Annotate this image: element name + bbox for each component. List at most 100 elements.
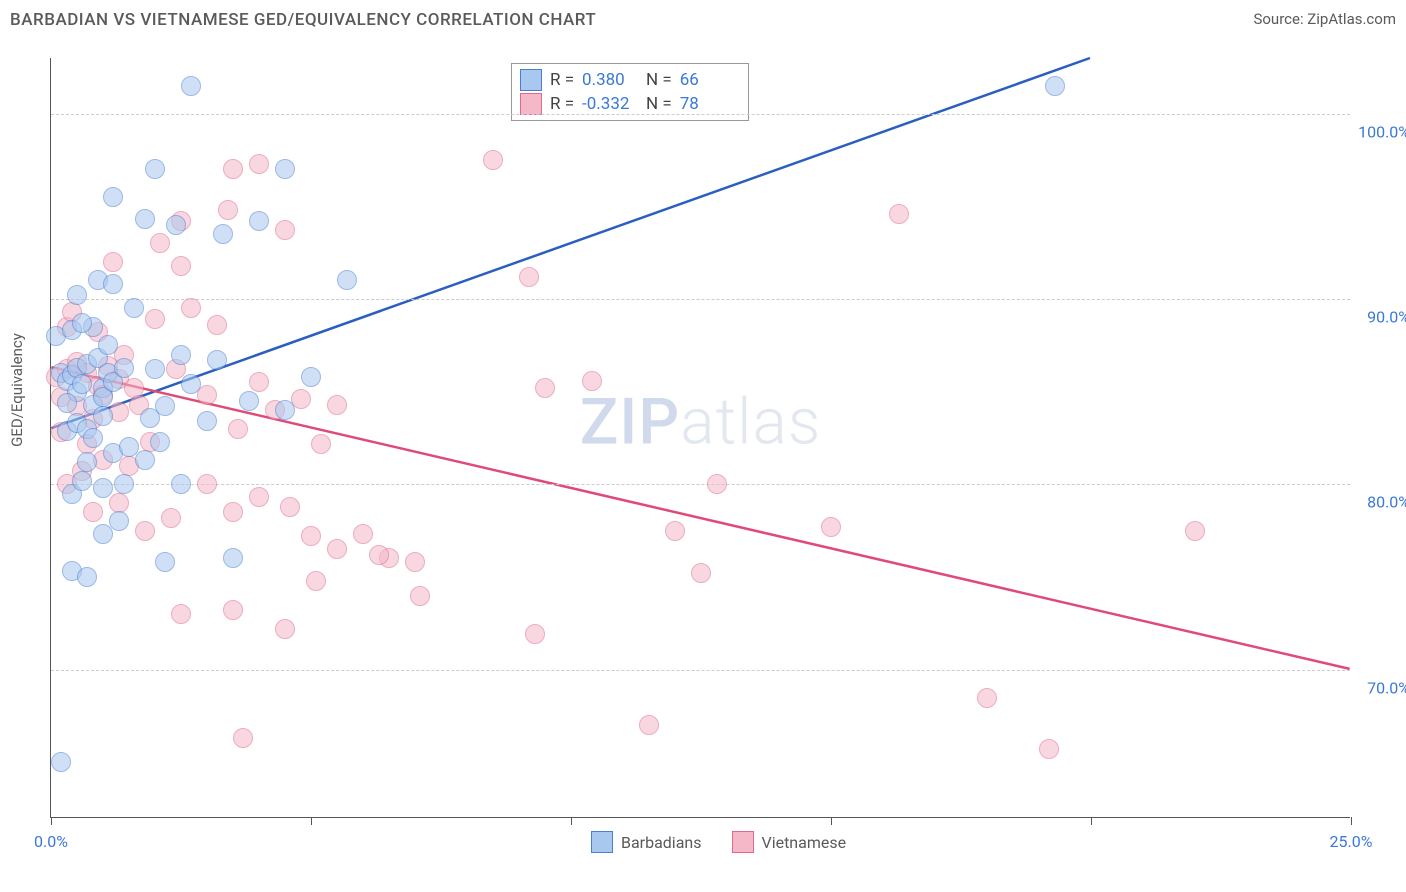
scatter-point-barbadians	[301, 367, 321, 387]
scatter-point-barbadians	[72, 471, 92, 491]
scatter-point-vietnamese	[665, 521, 685, 541]
scatter-point-barbadians	[77, 567, 97, 587]
scatter-point-vietnamese	[535, 378, 555, 398]
x-tick	[311, 817, 312, 825]
x-tick	[1351, 817, 1352, 825]
scatter-point-barbadians	[67, 285, 87, 305]
scatter-point-barbadians	[197, 411, 217, 431]
scatter-point-vietnamese	[889, 204, 909, 224]
scatter-point-barbadians	[135, 450, 155, 470]
y-tick-label: 70.0%	[1367, 678, 1406, 697]
source-attribution: Source: ZipAtlas.com	[1253, 10, 1396, 28]
scatter-point-vietnamese	[977, 688, 997, 708]
chart-title: BARBADIAN VS VIETNAMESE GED/EQUIVALENCY …	[10, 10, 596, 30]
bottom-legend: Barbadians Vietnamese	[591, 831, 846, 853]
scatter-point-barbadians	[98, 335, 118, 355]
scatter-point-barbadians	[171, 345, 191, 365]
scatter-point-vietnamese	[707, 474, 727, 494]
scatter-point-vietnamese	[691, 563, 711, 583]
scatter-point-vietnamese	[135, 521, 155, 541]
gridline-horizontal	[51, 484, 1350, 485]
scatter-point-vietnamese	[150, 233, 170, 253]
scatter-point-vietnamese	[228, 419, 248, 439]
scatter-point-vietnamese	[249, 487, 269, 507]
stats-row-barbadians: R = 0.380 N = 66	[520, 68, 736, 92]
scatter-point-vietnamese	[218, 200, 238, 220]
gridline-horizontal	[51, 670, 1350, 671]
y-tick-label: 90.0%	[1367, 307, 1406, 326]
swatch-vietnamese-icon	[520, 93, 542, 115]
scatter-point-vietnamese	[223, 159, 243, 179]
scatter-point-vietnamese	[223, 502, 243, 522]
x-tick	[51, 817, 52, 825]
scatter-point-barbadians	[275, 400, 295, 420]
y-tick-label: 80.0%	[1367, 493, 1406, 512]
scatter-point-barbadians	[83, 428, 103, 448]
scatter-point-vietnamese	[249, 154, 269, 174]
scatter-point-barbadians	[213, 224, 233, 244]
x-tick-label: 25.0%	[1330, 832, 1373, 851]
y-axis-label: GED/Equivalency	[8, 333, 26, 447]
scatter-point-barbadians	[93, 478, 113, 498]
scatter-point-vietnamese	[207, 315, 227, 335]
n-label: N =	[646, 94, 672, 114]
scatter-point-vietnamese	[275, 619, 295, 639]
scatter-point-barbadians	[114, 474, 134, 494]
scatter-point-barbadians	[275, 159, 295, 179]
scatter-point-vietnamese	[483, 150, 503, 170]
scatter-point-vietnamese	[145, 309, 165, 329]
legend-label-barbadians: Barbadians	[621, 833, 702, 852]
scatter-point-vietnamese	[197, 474, 217, 494]
scatter-point-barbadians	[181, 374, 201, 394]
scatter-point-vietnamese	[275, 220, 295, 240]
scatter-point-vietnamese	[181, 298, 201, 318]
scatter-point-vietnamese	[280, 497, 300, 517]
r-value-barbadians: 0.380	[582, 70, 638, 90]
swatch-barbadians-icon	[591, 831, 613, 853]
r-label: R =	[550, 70, 574, 90]
scatter-point-vietnamese	[525, 624, 545, 644]
swatch-barbadians-icon	[520, 69, 542, 91]
scatter-point-vietnamese	[327, 395, 347, 415]
scatter-point-vietnamese	[405, 552, 425, 572]
scatter-point-barbadians	[135, 209, 155, 229]
scatter-point-barbadians	[103, 274, 123, 294]
scatter-point-barbadians	[171, 474, 191, 494]
scatter-point-barbadians	[155, 552, 175, 572]
scatter-point-barbadians	[181, 76, 201, 96]
scatter-point-barbadians	[72, 313, 92, 333]
scatter-point-barbadians	[145, 359, 165, 379]
scatter-point-barbadians	[249, 211, 269, 231]
y-tick-label: 100.0%	[1358, 122, 1406, 141]
legend-item-vietnamese: Vietnamese	[732, 831, 847, 853]
gridline-horizontal	[51, 114, 1350, 115]
scatter-point-barbadians	[109, 511, 129, 531]
x-tick	[1091, 817, 1092, 825]
scatter-point-barbadians	[51, 752, 71, 772]
scatter-point-vietnamese	[233, 728, 253, 748]
scatter-point-vietnamese	[103, 252, 123, 272]
scatter-point-barbadians	[114, 358, 134, 378]
scatter-point-vietnamese	[821, 517, 841, 537]
scatter-point-vietnamese	[639, 715, 659, 735]
r-label: R =	[550, 94, 574, 114]
scatter-point-barbadians	[72, 374, 92, 394]
scatter-point-vietnamese	[410, 586, 430, 606]
n-value-barbadians: 66	[680, 70, 736, 90]
scatter-point-barbadians	[150, 432, 170, 452]
trend-lines-layer	[51, 58, 1350, 817]
scatter-point-barbadians	[145, 159, 165, 179]
plot-area: ZIPatlas R = 0.380 N = 66 R = -0.332 N =…	[50, 58, 1350, 818]
x-tick	[571, 817, 572, 825]
legend-label-vietnamese: Vietnamese	[762, 833, 847, 852]
chart-container: BARBADIAN VS VIETNAMESE GED/EQUIVALENCY …	[10, 10, 1396, 882]
scatter-point-barbadians	[57, 393, 77, 413]
swatch-vietnamese-icon	[732, 831, 754, 853]
scatter-point-vietnamese	[223, 600, 243, 620]
scatter-point-barbadians	[166, 215, 186, 235]
x-tick	[831, 817, 832, 825]
scatter-point-barbadians	[140, 408, 160, 428]
x-tick-label: 0.0%	[34, 832, 68, 851]
scatter-point-barbadians	[1045, 76, 1065, 96]
stats-legend-box: R = 0.380 N = 66 R = -0.332 N = 78	[511, 63, 749, 121]
